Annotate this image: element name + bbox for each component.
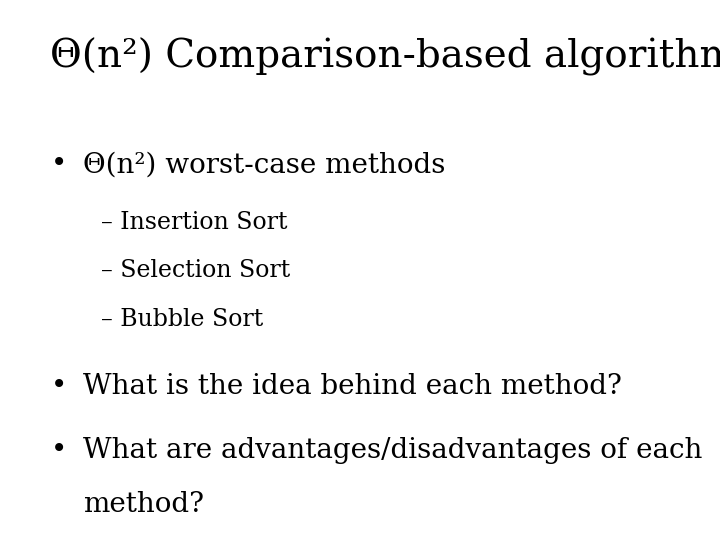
- Text: •: •: [50, 151, 67, 178]
- Text: – Bubble Sort: – Bubble Sort: [101, 308, 263, 331]
- Text: •: •: [50, 437, 67, 464]
- Text: – Selection Sort: – Selection Sort: [101, 259, 290, 282]
- Text: method?: method?: [83, 491, 204, 518]
- Text: What are advantages/disadvantages of each: What are advantages/disadvantages of eac…: [83, 437, 702, 464]
- Text: •: •: [50, 373, 67, 400]
- Text: Θ(n²) Comparison-based algorithms: Θ(n²) Comparison-based algorithms: [50, 38, 720, 76]
- Text: What is the idea behind each method?: What is the idea behind each method?: [83, 373, 621, 400]
- Text: Θ(n²) worst-case methods: Θ(n²) worst-case methods: [83, 151, 445, 178]
- Text: – Insertion Sort: – Insertion Sort: [101, 211, 287, 234]
